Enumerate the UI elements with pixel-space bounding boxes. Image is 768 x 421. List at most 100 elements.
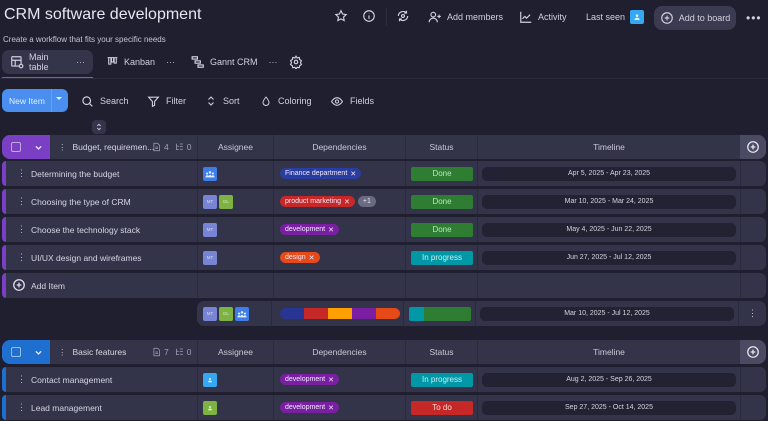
timeline-cell[interactable]: Aug 2, 2025 - Sep 26, 2025 xyxy=(477,367,740,392)
tab-gannt-crm[interactable]: Gannt CRM ··· xyxy=(191,50,278,74)
item-name[interactable]: Choose the technology stack xyxy=(31,224,141,235)
column-header-timeline[interactable]: Timeline xyxy=(477,340,740,364)
assignee-cell[interactable]: MT DL xyxy=(197,189,273,214)
chevron-down-icon[interactable] xyxy=(34,348,43,357)
timeline-range[interactable]: Jun 27, 2025 - Jul 12, 2025 xyxy=(482,250,736,265)
dependency-tag[interactable]: development ✕ xyxy=(280,374,339,385)
timeline-cell[interactable]: Mar 10, 2025 - Mar 24, 2025 xyxy=(477,189,740,214)
collapse-groups-button[interactable] xyxy=(92,120,106,134)
timeline-range[interactable]: Apr 5, 2025 - Apr 23, 2025 xyxy=(482,166,736,181)
status-cell[interactable]: Done xyxy=(405,217,477,242)
add-column-button[interactable] xyxy=(740,340,766,364)
status-badge[interactable]: To do xyxy=(411,400,473,415)
tab-options-icon[interactable]: ··· xyxy=(166,57,176,67)
sort-button[interactable]: Sort xyxy=(205,92,240,110)
dependencies-cell[interactable]: development ✕ xyxy=(273,367,405,392)
row-drag-handle-icon[interactable]: ⋮ xyxy=(17,224,26,234)
table-row[interactable]: ⋮ Choose the technology stack MT develop… xyxy=(2,217,766,242)
more-options-icon[interactable]: ••• xyxy=(746,11,762,25)
item-name[interactable]: Contact management xyxy=(31,374,113,385)
status-cell[interactable]: Done xyxy=(405,161,477,186)
column-header-dependencies[interactable]: Dependencies xyxy=(273,340,405,364)
remove-x-icon[interactable]: ✕ xyxy=(328,376,334,384)
table-row[interactable]: ⋮ Lead management development ✕ To do Sep… xyxy=(2,395,766,420)
assignee-cell[interactable]: MT xyxy=(197,245,273,270)
add-item-label[interactable]: Add Item xyxy=(31,280,66,291)
item-name[interactable]: Choosing the type of CRM xyxy=(31,196,131,207)
filter-button[interactable]: Filter xyxy=(147,92,186,110)
table-row[interactable]: ⋮ Contact management development ✕ In pro… xyxy=(2,367,766,392)
dependency-tag[interactable]: development ✕ xyxy=(280,402,339,413)
status-cell[interactable]: In progress xyxy=(405,367,477,392)
row-drag-handle-icon[interactable]: ⋮ xyxy=(17,252,26,262)
star-icon[interactable] xyxy=(334,9,348,23)
timeline-range[interactable]: Mar 10, 2025 - Mar 24, 2025 xyxy=(482,194,736,209)
remove-x-icon[interactable]: ✕ xyxy=(308,254,315,262)
item-name[interactable]: Determining the budget xyxy=(31,168,120,179)
assignee-cell[interactable]: MT xyxy=(197,217,273,242)
search-button[interactable]: Search xyxy=(81,92,129,110)
table-row[interactable]: ⋮ Determining the budget Finance departm… xyxy=(2,161,766,186)
activity-button[interactable]: Activity xyxy=(519,5,567,29)
remove-x-icon[interactable]: ✕ xyxy=(328,226,334,234)
status-cell[interactable]: Done xyxy=(405,189,477,214)
table-row[interactable]: ⋮ UI/UX design and wireframes MT design ✕… xyxy=(2,245,766,270)
add-column-button[interactable] xyxy=(740,135,766,159)
timeline-cell[interactable]: Jun 27, 2025 - Jul 12, 2025 xyxy=(477,245,740,270)
settings-gear-icon[interactable] xyxy=(289,55,303,69)
item-name[interactable]: Lead management xyxy=(31,402,102,413)
caret-down-icon[interactable] xyxy=(56,97,62,100)
row-drag-handle-icon[interactable]: ⋮ xyxy=(17,374,26,384)
info-icon[interactable] xyxy=(362,9,376,23)
status-badge[interactable]: In progress xyxy=(411,372,473,387)
group-name[interactable]: ⋮ Budget, requiremen... xyxy=(58,135,154,159)
dependency-tag[interactable]: development ✕ xyxy=(280,224,339,235)
last-seen-button[interactable]: Last seen xyxy=(586,5,645,29)
summary-options-icon[interactable]: ⋮ xyxy=(738,301,766,326)
status-cell[interactable]: In progress xyxy=(405,245,477,270)
add-item-row[interactable]: Add Item xyxy=(2,273,766,298)
timeline-range[interactable]: Aug 2, 2025 - Sep 26, 2025 xyxy=(482,372,736,387)
group-select-checkbox[interactable] xyxy=(11,347,21,357)
drag-handle-icon[interactable]: ⋮ xyxy=(58,141,67,152)
item-name[interactable]: UI/UX design and wireframes xyxy=(31,252,142,263)
row-drag-handle-icon[interactable]: ⋮ xyxy=(17,402,26,412)
dependencies-cell[interactable]: product marketing ✕ +1 xyxy=(273,189,405,214)
assignee-cell[interactable] xyxy=(197,161,273,186)
timeline-cell[interactable]: Apr 5, 2025 - Apr 23, 2025 xyxy=(477,161,740,186)
column-header-dependencies[interactable]: Dependencies xyxy=(273,135,405,159)
new-item-button[interactable]: New Item xyxy=(2,89,68,112)
drag-handle-icon[interactable]: ⋮ xyxy=(58,346,67,357)
group-select-checkbox[interactable] xyxy=(11,142,21,152)
column-header-status[interactable]: Status xyxy=(405,135,477,159)
add-to-board-button[interactable]: Add to board xyxy=(654,6,736,30)
remove-x-icon[interactable]: ✕ xyxy=(328,404,334,412)
status-cell[interactable]: To do xyxy=(405,395,477,420)
sync-eye-icon[interactable] xyxy=(396,9,410,23)
fields-button[interactable]: Fields xyxy=(330,92,374,110)
remove-x-icon[interactable]: ✕ xyxy=(344,198,350,206)
timeline-cell[interactable]: May 4, 2025 - Jun 22, 2025 xyxy=(477,217,740,242)
status-badge[interactable]: Done xyxy=(411,166,473,181)
assignee-cell[interactable] xyxy=(197,395,273,420)
column-header-assignee[interactable]: Assignee xyxy=(197,340,273,364)
status-badge[interactable]: Done xyxy=(411,222,473,237)
tab-options-icon[interactable]: ··· xyxy=(268,57,278,67)
dependency-tag[interactable]: product marketing ✕ xyxy=(280,196,355,207)
row-drag-handle-icon[interactable]: ⋮ xyxy=(17,168,26,178)
plus-circle-icon[interactable] xyxy=(12,278,26,292)
timeline-range[interactable]: May 4, 2025 - Jun 22, 2025 xyxy=(482,222,736,237)
chevron-down-icon[interactable] xyxy=(34,143,43,152)
dependencies-cell[interactable]: design ✕ xyxy=(273,245,405,270)
assignee-cell[interactable] xyxy=(197,367,273,392)
add-members-button[interactable]: Add members xyxy=(428,5,503,29)
dependencies-cell[interactable]: Finance department ✕ xyxy=(273,161,405,186)
tab-options-icon[interactable]: ··· xyxy=(76,57,85,67)
timeline-cell[interactable]: Sep 27, 2025 - Oct 14, 2025 xyxy=(477,395,740,420)
group-name[interactable]: ⋮ Basic features xyxy=(58,340,126,364)
row-drag-handle-icon[interactable]: ⋮ xyxy=(17,196,26,206)
column-header-timeline[interactable]: Timeline xyxy=(477,135,740,159)
dependencies-cell[interactable]: development ✕ xyxy=(273,395,405,420)
dependency-tag[interactable]: design ✕ xyxy=(280,252,320,263)
status-badge[interactable]: In progress xyxy=(411,250,473,265)
